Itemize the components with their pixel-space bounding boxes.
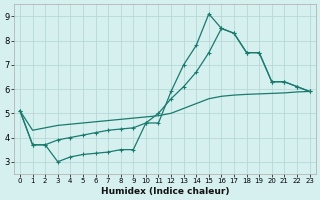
X-axis label: Humidex (Indice chaleur): Humidex (Indice chaleur) — [100, 187, 229, 196]
